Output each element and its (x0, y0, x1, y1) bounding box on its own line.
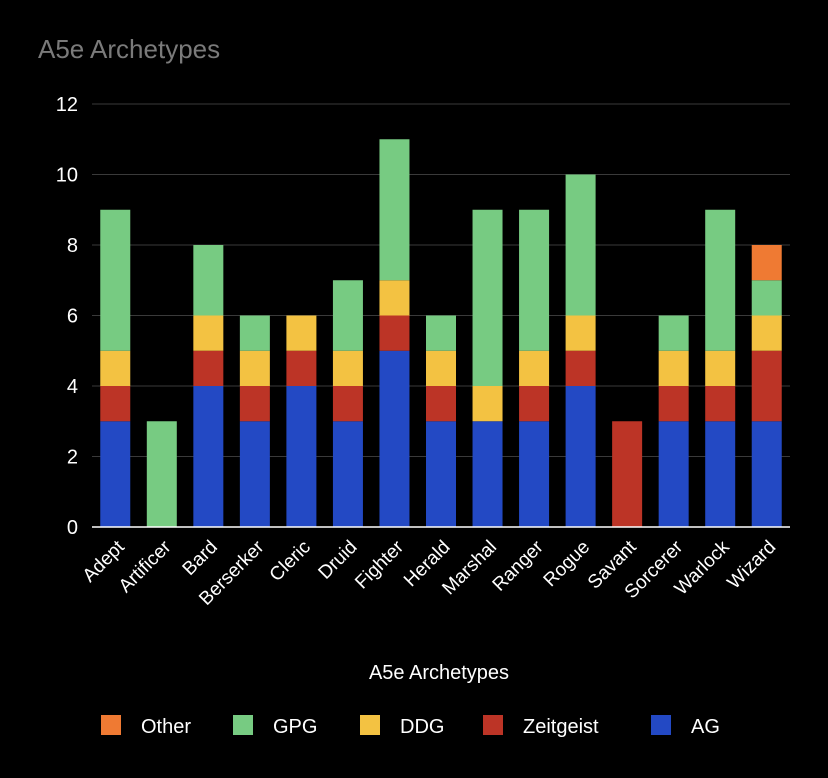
legend-swatch-other (101, 715, 121, 735)
bar-segment-gpg-artificer (146, 421, 177, 527)
legend-swatch-zeitgeist (483, 715, 503, 735)
bar-segment-ag-bard (193, 386, 224, 527)
y-tick-label: 4 (67, 376, 78, 398)
bar-segment-zeitgeist-druid (332, 386, 363, 422)
bar-segment-gpg-adept (100, 209, 131, 351)
bar-segment-ag-wizard (751, 421, 782, 527)
bar-segment-ddg-ranger (519, 350, 550, 386)
legend-swatch-gpg (233, 715, 253, 735)
bar-segment-ddg-fighter (379, 280, 410, 316)
bar-segment-gpg-wizard (751, 280, 782, 316)
x-tick-label: Artificer (115, 536, 176, 597)
bar-segment-ddg-marshal (472, 386, 503, 422)
bar-segment-ddg-cleric (286, 315, 317, 351)
x-tick-label: Fighter (351, 536, 408, 593)
bar-segment-ag-adept (100, 421, 131, 527)
bar-segment-zeitgeist-berserker (239, 386, 270, 422)
legend-label-gpg: GPG (273, 716, 317, 738)
bar-segment-gpg-bard (193, 245, 224, 316)
bar-segment-ag-berserker (239, 421, 270, 527)
bar-segment-gpg-herald (426, 315, 456, 351)
bar-segment-gpg-marshal (472, 209, 503, 386)
bar-segment-gpg-warlock (705, 209, 736, 351)
bar-segment-gpg-ranger (519, 209, 550, 351)
bar-segment-ag-ranger (519, 421, 550, 527)
y-tick-label: 12 (56, 94, 78, 116)
bar-segment-ag-warlock (705, 421, 736, 527)
y-axis-ticks: 0 2 4 6 8 10 12 (56, 94, 78, 539)
bar-segment-ag-rogue (565, 386, 596, 527)
legend-label-other: Other (141, 716, 191, 738)
bar-segment-ddg-druid (332, 350, 363, 386)
bar-segment-zeitgeist-cleric (286, 350, 317, 386)
y-tick-label: 2 (67, 447, 78, 469)
bar-segment-zeitgeist-fighter (379, 315, 410, 351)
bar-segment-gpg-berserker (239, 315, 270, 351)
x-tick-label: Wizard (724, 537, 781, 594)
bar-segment-zeitgeist-sorcerer (658, 386, 689, 422)
legend: Other GPG DDG Zeitgeist AG (101, 715, 720, 738)
bar-segment-ag-herald (426, 421, 456, 527)
y-tick-label: 8 (67, 235, 78, 257)
y-tick-label: 10 (56, 165, 78, 187)
bar-segment-zeitgeist-warlock (705, 386, 736, 422)
bar-segment-zeitgeist-ranger (519, 386, 550, 422)
x-axis-label: A5e Archetypes (369, 662, 509, 684)
bar-segment-ddg-herald (426, 350, 456, 386)
legend-label-zeitgeist: Zeitgeist (523, 716, 599, 738)
bar-segment-gpg-sorcerer (658, 315, 689, 351)
bar-segment-ag-cleric (286, 386, 317, 527)
y-tick-label: 6 (67, 306, 78, 328)
bar-segment-ag-druid (332, 421, 363, 527)
x-tick-label: Cleric (266, 537, 315, 586)
bar-segment-zeitgeist-adept (100, 386, 131, 422)
bar-segment-zeitgeist-rogue (565, 350, 596, 386)
bar-segment-gpg-fighter (379, 139, 410, 281)
legend-label-ag: AG (691, 716, 720, 738)
bar-segment-ag-fighter (379, 350, 410, 527)
bar-segment-ddg-adept (100, 350, 131, 386)
legend-swatch-ddg (360, 715, 380, 735)
bar-segment-gpg-druid (332, 280, 363, 351)
y-tick-label: 0 (67, 517, 78, 539)
bar-segment-ddg-warlock (705, 350, 736, 386)
bar-segment-ddg-rogue (565, 315, 596, 351)
x-tick-label: Ranger (489, 536, 548, 595)
bar-segment-ag-marshal (472, 421, 503, 527)
bar-segment-zeitgeist-wizard (751, 350, 782, 422)
chart-title: A5e Archetypes (38, 34, 220, 64)
bar-segment-ddg-berserker (239, 350, 270, 386)
bar-segment-ag-sorcerer (658, 421, 689, 527)
bar-segment-gpg-rogue (565, 174, 596, 316)
x-tick-label: Rogue (540, 537, 594, 591)
bar-segment-zeitgeist-savant (612, 421, 643, 527)
legend-swatch-ag (651, 715, 671, 735)
legend-label-ddg: DDG (400, 716, 444, 738)
bar-segment-ddg-bard (193, 315, 224, 351)
bars (100, 139, 782, 527)
bar-segment-other-wizard (751, 245, 782, 281)
bar-segment-ddg-sorcerer (658, 350, 689, 386)
bar-segment-zeitgeist-bard (193, 350, 224, 386)
bar-segment-ddg-wizard (751, 315, 782, 351)
x-tick-label: Bard (179, 537, 222, 580)
bar-segment-zeitgeist-herald (426, 386, 456, 422)
